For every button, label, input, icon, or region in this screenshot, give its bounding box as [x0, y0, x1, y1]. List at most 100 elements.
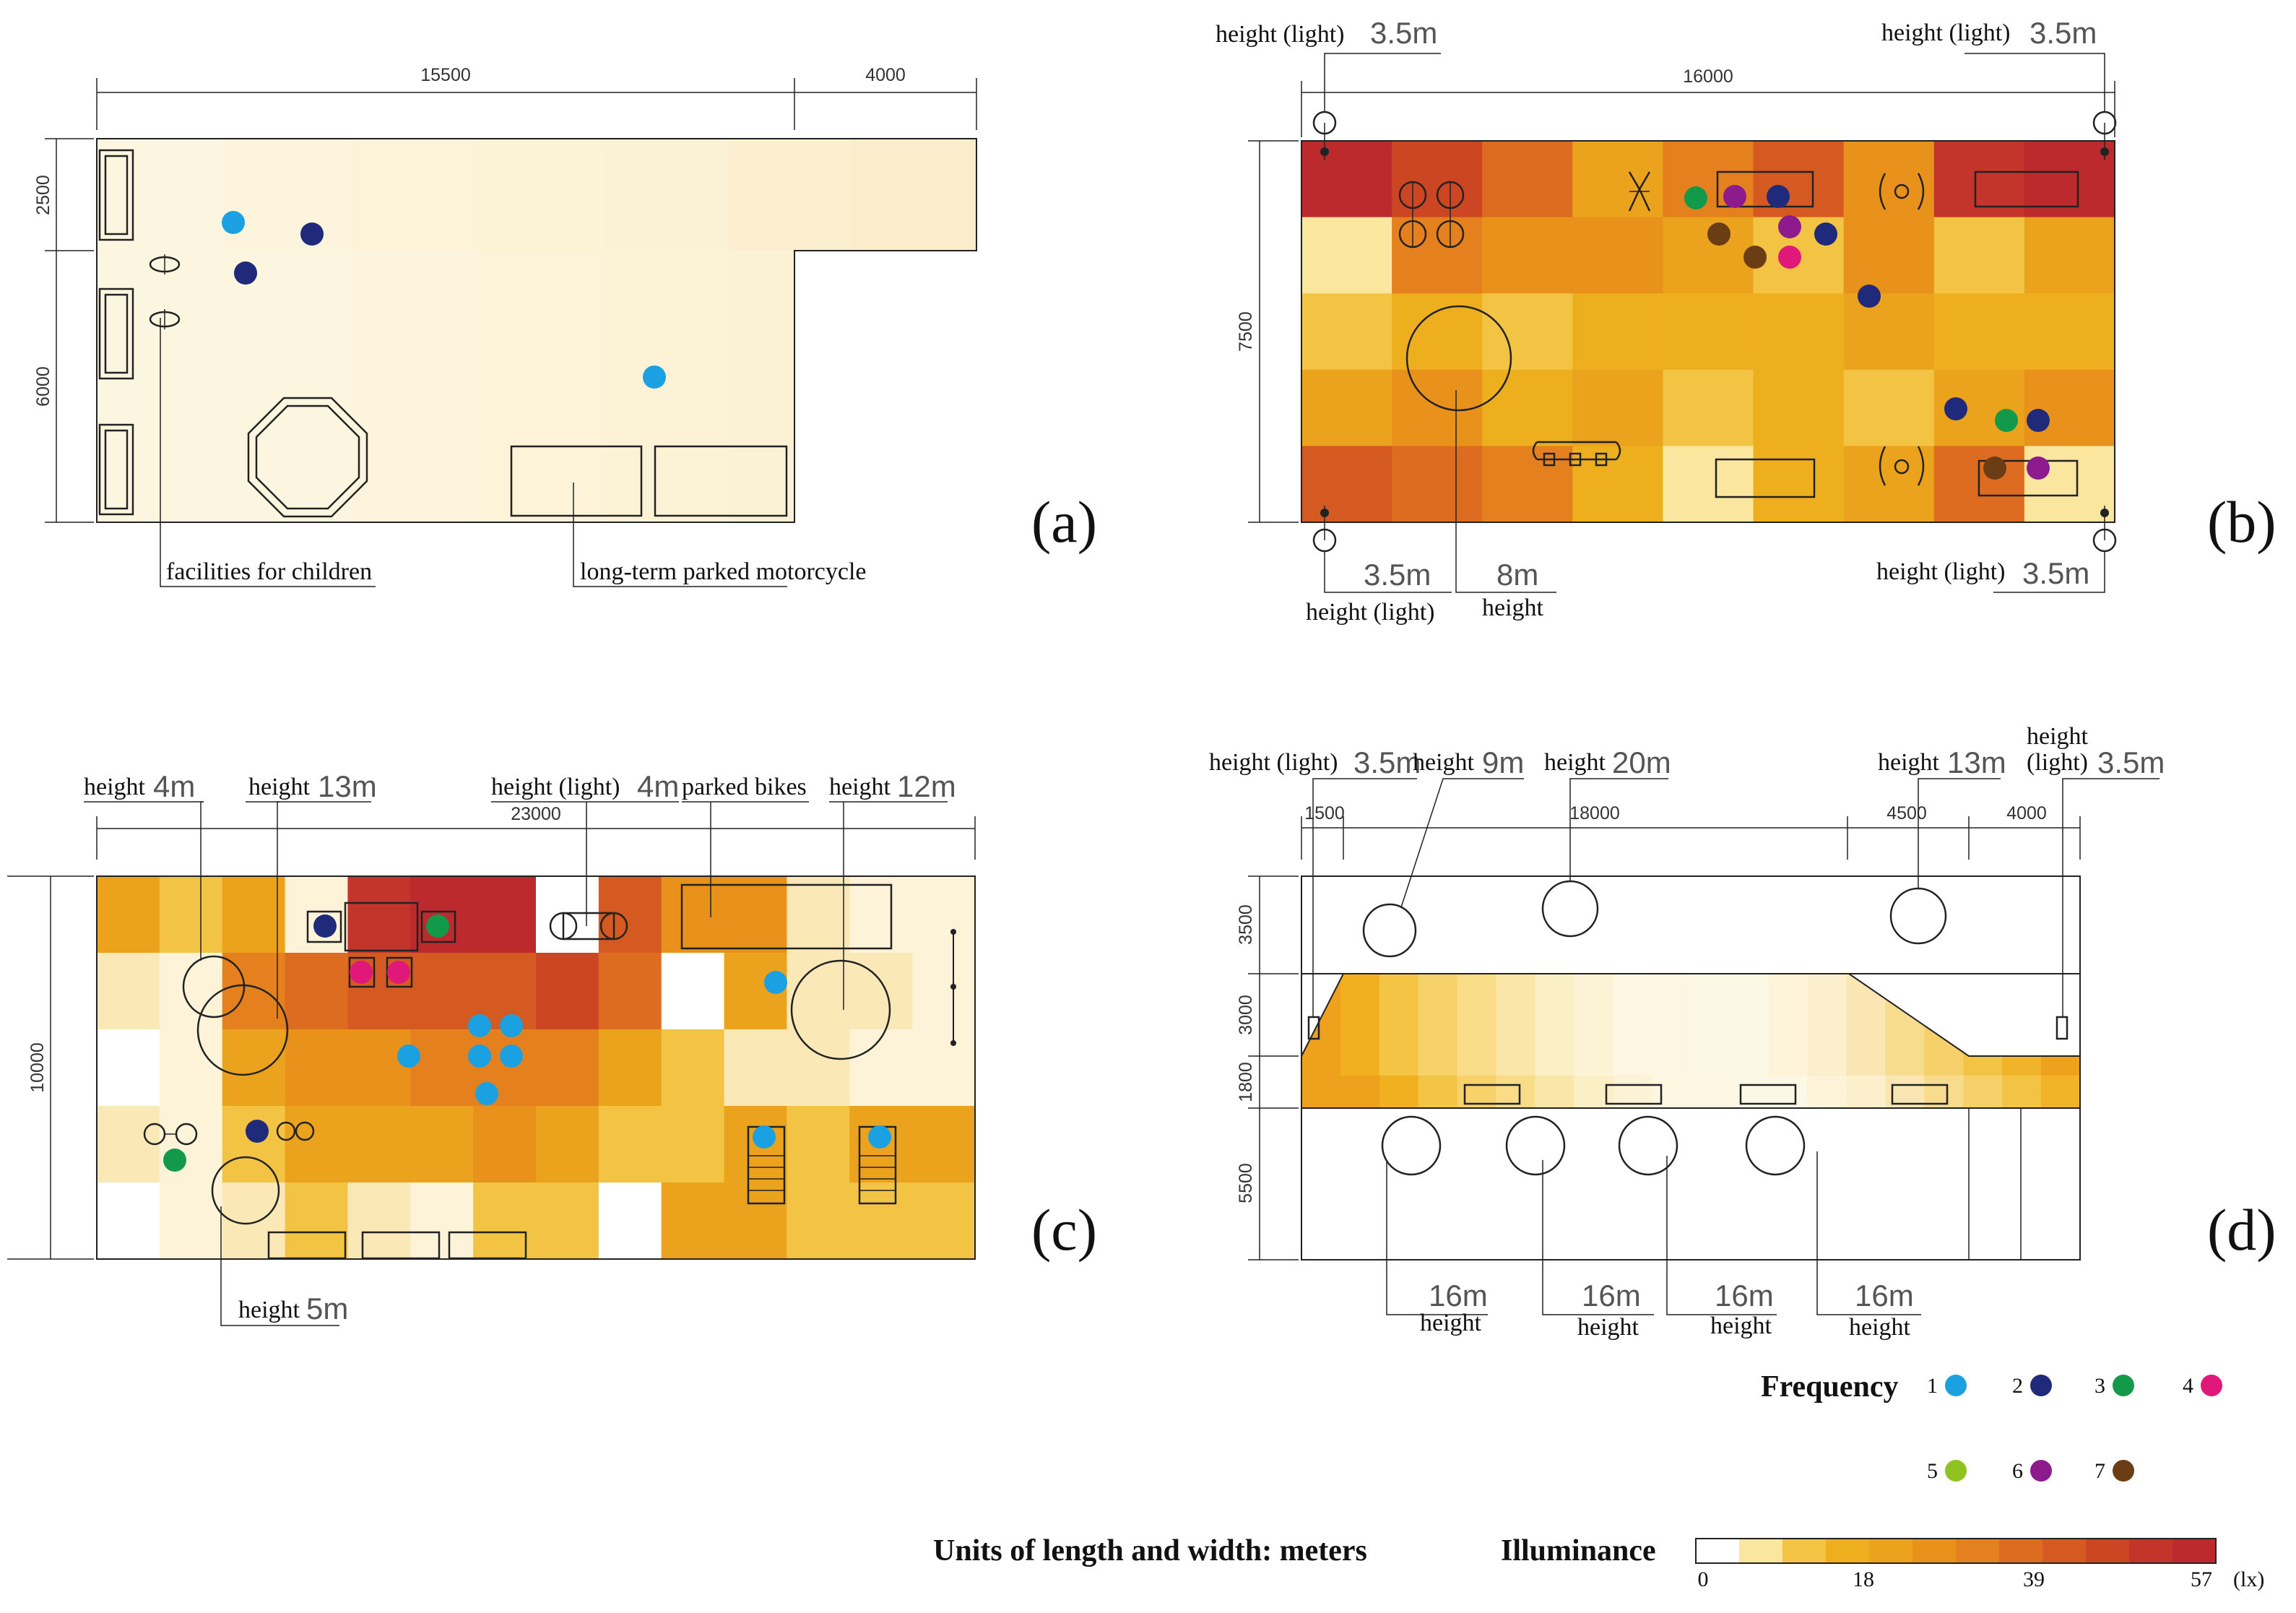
freq-7-dot: [2113, 1460, 2134, 1482]
panel-b-tl-label: height (light): [1216, 21, 1344, 48]
heat-cell: [1652, 1076, 1691, 1108]
heat-cell: [285, 1106, 349, 1183]
panel-a-dim-2500: 2500: [33, 175, 53, 215]
heat-cell: [285, 876, 349, 953]
heat-cell: [1753, 293, 1845, 371]
panel-b-bl-label: height (light): [1306, 599, 1434, 626]
heat-cell: [1963, 1042, 2003, 1076]
heat-cell: [661, 1106, 725, 1183]
heat-cell: [1753, 369, 1845, 446]
panel-c-h4-label: height: [829, 774, 891, 800]
heat-cell: [1843, 141, 1935, 218]
scale-unit: (lx): [2233, 1567, 2264, 1591]
panel-a-dot: [234, 261, 257, 285]
freq-3-label: 3: [2094, 1374, 2105, 1398]
heat-cell: [536, 876, 599, 953]
freq-2-label: 2: [2012, 1374, 2023, 1398]
scale-tick-18: 18: [1853, 1567, 1874, 1591]
heat-cell: [912, 876, 976, 953]
panel-d-tree13-label: height: [1878, 749, 1940, 776]
panel-b-outline: [1301, 140, 2115, 523]
heat-cell: [285, 1029, 349, 1107]
heat-cell: [410, 953, 474, 1030]
heat-cell: [2041, 1008, 2080, 1042]
heat-cell: [2002, 974, 2042, 1008]
heat-cell: [97, 139, 224, 251]
heat-cell: [1869, 1539, 1913, 1563]
scale-tick-57: 57: [2191, 1567, 2212, 1591]
heat-cell: [351, 139, 477, 251]
heat-cell: [1392, 293, 1483, 371]
freq-1-label: 1: [1927, 1374, 1938, 1398]
heat-cell: [1340, 1008, 1380, 1042]
heat-cell: [1652, 1042, 1691, 1076]
panel-d-b1-label: height: [1420, 1310, 1482, 1336]
panel-d-tree-icon: [1889, 887, 1947, 945]
heat-cell: [2172, 1539, 2217, 1563]
panel-c-light-fixture: [549, 912, 628, 940]
scale-tick-0: 0: [1698, 1567, 1709, 1591]
panel-d-b4-label: height: [1849, 1314, 1911, 1341]
panel-b-tr-value: 3.5m: [2029, 16, 2097, 50]
heat-cell: [2041, 1042, 2080, 1076]
heat-cell: [1768, 1076, 1808, 1108]
heat-cell: [1613, 1042, 1652, 1076]
panel-d-dim-18000: 18000: [1569, 803, 1620, 823]
heat-cell: [1933, 217, 2025, 294]
heat-cell: [1379, 1008, 1419, 1042]
heat-cell: [724, 876, 788, 953]
heat-cell: [1912, 1539, 1957, 1563]
heat-cell: [1753, 141, 1845, 218]
panel-d-letter: (d): [2207, 1197, 2276, 1263]
panel-d-bench: [1605, 1084, 1663, 1105]
illuminance-title: Illuminance: [1501, 1534, 1656, 1567]
heat-cell: [1572, 217, 1664, 294]
heat-cell: [1301, 1076, 1341, 1108]
panel-c-dots: [163, 914, 891, 1172]
heat-cell: [598, 1106, 662, 1183]
panel-c-h1-label: height: [84, 774, 146, 800]
panel-c-h3-value: 4m: [637, 769, 679, 803]
heat-cell: [2024, 369, 2115, 446]
heat-cell: [2024, 141, 2115, 218]
heat-cell: [222, 953, 286, 1030]
heat-cell: [222, 876, 286, 953]
panel-d-b2-value: 16m: [1582, 1279, 1641, 1313]
heat-cell: [1482, 369, 1573, 446]
panel-c-h5-label: height: [238, 1297, 300, 1323]
freq-5-dot: [1945, 1460, 1967, 1482]
heat-cell: [1482, 141, 1573, 218]
heat-cell: [1807, 1008, 1847, 1042]
heat-cell: [1392, 446, 1483, 523]
heat-cell: [1729, 974, 1769, 1008]
heat-cell: [1663, 217, 1754, 294]
heat-cell: [536, 1182, 599, 1260]
heat-cell: [536, 953, 599, 1030]
heat-cell: [285, 1182, 349, 1260]
heat-cell: [1885, 1076, 1925, 1108]
heat-cell: [473, 1106, 537, 1183]
heat-cell: [661, 876, 725, 953]
panel-b-tree-icon: [1405, 305, 1512, 412]
panel-c-h2-value: 13m: [318, 769, 377, 803]
heat-cell: [410, 1182, 474, 1260]
heat-cell: [1574, 1008, 1613, 1042]
panel-c-h5-value: 5m: [306, 1292, 348, 1326]
frequency-title: Frequency: [1761, 1370, 1899, 1404]
panel-d-tree20-label: height: [1544, 749, 1606, 776]
frequency-legend: Frequency 1 2 3 4 5 6 7: [1761, 1370, 2222, 1483]
heat-cell: [1963, 1008, 2003, 1042]
panel-d-dim-4000: 4000: [2006, 803, 2047, 823]
heat-cell: [473, 876, 537, 953]
panel-b: 16000 7500 height (light) 3.5m height (l…: [1216, 16, 2276, 626]
heat-cell: [1301, 293, 1392, 371]
panel-d-light-r-label-2: (light): [2027, 749, 2088, 776]
heat-cell: [1496, 974, 1535, 1008]
heat-cell: [97, 953, 160, 1030]
heat-cell: [159, 1029, 223, 1107]
heat-cell: [477, 139, 603, 251]
panel-d-b3-label: height: [1710, 1313, 1772, 1339]
panel-d-dim-3500: 3500: [1236, 904, 1256, 945]
heat-cell: [1301, 217, 1392, 294]
panel-d-tree-icon: [1745, 1115, 1806, 1176]
